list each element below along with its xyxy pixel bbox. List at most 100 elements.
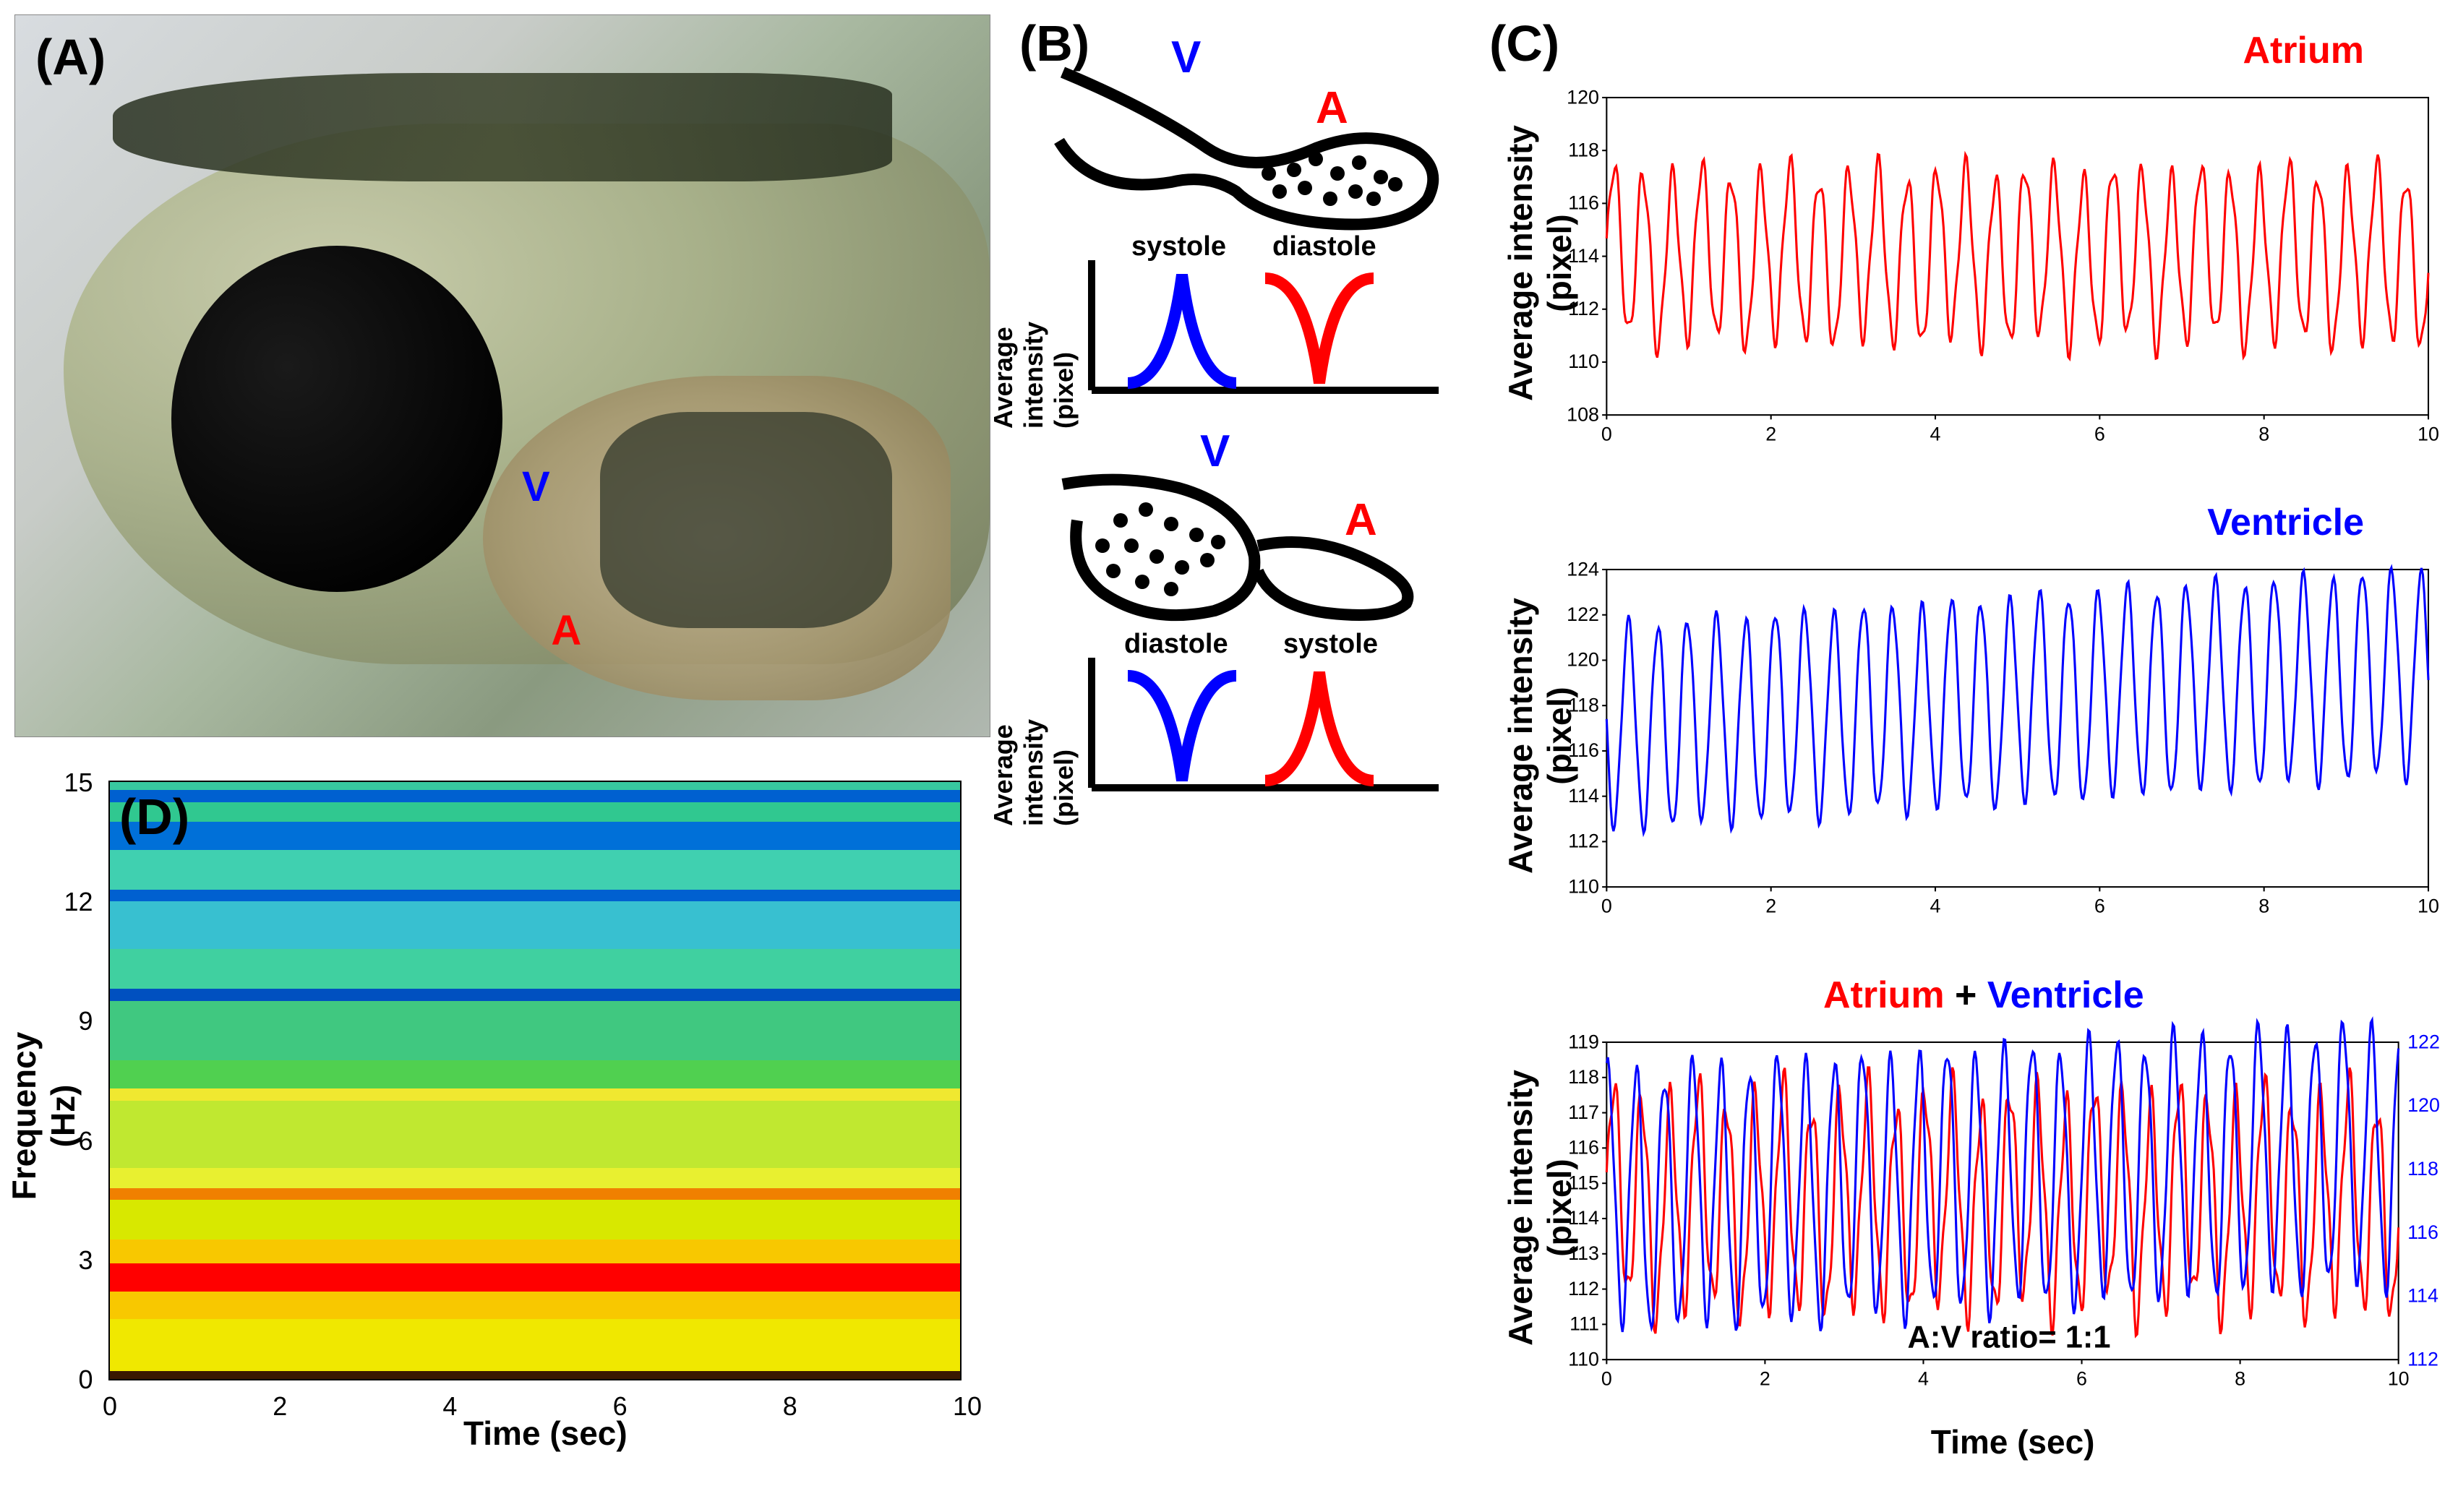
svg-text:118: 118 [2407, 1158, 2438, 1180]
svg-text:2: 2 [1765, 895, 1776, 917]
spectrogram-band [110, 901, 960, 949]
svg-text:6: 6 [2076, 1367, 2087, 1389]
trace [1606, 568, 2428, 833]
svg-text:0: 0 [1601, 423, 1612, 444]
svg-text:108: 108 [1567, 403, 1599, 425]
spectrogram-band [110, 822, 960, 850]
x-tick: 8 [783, 1391, 797, 1422]
svg-text:110: 110 [1568, 351, 1599, 372]
ventricle-marker: V [522, 463, 550, 511]
spectrogram-band [110, 989, 960, 1001]
zebrafish-micrograph: (A) V A [14, 14, 990, 737]
svg-text:118: 118 [1568, 695, 1599, 716]
combined-xlabel: Time (sec) [1931, 1422, 2095, 1461]
y-tick: 3 [78, 1245, 93, 1276]
spectrogram-band [110, 1263, 960, 1292]
spectrogram-xlabel: Time (sec) [463, 1414, 628, 1453]
atrium-title: Atrium [2243, 29, 2364, 72]
svg-text:116: 116 [1568, 1136, 1599, 1158]
svg-text:8: 8 [2258, 895, 2269, 917]
svg-text:10: 10 [2418, 895, 2439, 917]
combined-chart: Atrium + Ventricle Average intensity (pi… [1554, 966, 2451, 1417]
atrium-peak-2 [1265, 672, 1374, 781]
a-label-2: A [1345, 495, 1377, 545]
spectrogram-band [110, 1319, 960, 1371]
svg-text:113: 113 [1568, 1242, 1599, 1264]
fish-dark-region [600, 412, 892, 628]
svg-text:6: 6 [2094, 423, 2105, 444]
spectrogram-band [110, 1101, 960, 1169]
ventricle-title: Ventricle [2207, 501, 2364, 544]
atrium-chart: Atrium Average intensity (pixel) 1081101… [1554, 22, 2451, 472]
schematic-chart-2: Average intensity (pixel) diastole systo… [1005, 629, 1475, 802]
svg-text:8: 8 [2258, 423, 2269, 444]
y-tick: 0 [78, 1365, 93, 1395]
panel-b-label: (B) [1019, 14, 1089, 72]
svg-text:115: 115 [1568, 1172, 1599, 1193]
spectrogram-band [110, 1200, 960, 1240]
heart-diagram-systole-atrium: V A [1005, 426, 1475, 629]
schematic-chart-1: Average intensity (pixel) systole diasto… [1005, 231, 1475, 405]
svg-text:116: 116 [1568, 192, 1599, 214]
svg-text:122: 122 [1567, 603, 1599, 625]
spectrogram-band [110, 949, 960, 989]
atrium-marker: A [551, 606, 581, 655]
svg-text:4: 4 [1930, 895, 1941, 917]
svg-text:114: 114 [1568, 1207, 1599, 1229]
y-tick: 6 [78, 1126, 93, 1156]
svg-text:120: 120 [1567, 649, 1599, 671]
v-label-2: V [1200, 426, 1230, 476]
spectrogram-band [110, 1060, 960, 1088]
svg-text:114: 114 [2407, 1284, 2438, 1306]
svg-text:118: 118 [1568, 1066, 1599, 1088]
trace [1606, 155, 2428, 359]
svg-text:120: 120 [1567, 86, 1599, 108]
spectrogram-band [110, 850, 960, 890]
ventricle-peak-1 [1128, 275, 1236, 383]
ventricle-trough-2 [1128, 676, 1236, 781]
spectrogram-band [110, 1188, 960, 1200]
svg-text:112: 112 [2407, 1348, 2438, 1370]
panel-a: (A) V A [14, 14, 990, 737]
svg-text:116: 116 [2407, 1221, 2438, 1242]
chart-combined-svg: 1101111121131141151161171181190246810112… [1554, 966, 2451, 1417]
svg-text:0: 0 [1601, 895, 1612, 917]
ventricle-chart: Ventricle Average intensity (pixel) 1101… [1554, 494, 2451, 944]
svg-text:118: 118 [1568, 139, 1599, 160]
spectrogram-ylabel: Frequency (Hz) [4, 1015, 82, 1217]
svg-text:112: 112 [1568, 1277, 1599, 1299]
spectrogram-band [110, 1001, 960, 1061]
svg-text:110: 110 [1568, 876, 1599, 898]
x-tick: 10 [953, 1391, 982, 1422]
spectrogram-band [110, 782, 960, 790]
svg-text:6: 6 [2094, 895, 2105, 917]
combined-title-ventricle: Ventricle [1987, 974, 2144, 1016]
svg-text:A:V ratio= 1:1: A:V ratio= 1:1 [1908, 1320, 2111, 1354]
spectrogram-band [110, 790, 960, 802]
svg-text:116: 116 [1568, 740, 1599, 762]
svg-text:122: 122 [2407, 1031, 2440, 1052]
svg-text:120: 120 [2407, 1094, 2440, 1116]
svg-text:124: 124 [1567, 559, 1599, 580]
spectrogram-band [110, 890, 960, 902]
heart-svg-2: V A [1005, 426, 1475, 629]
combined-title-plus: + [1945, 974, 1987, 1016]
chart-ventricle-svg: 1101121141161181201221240246810 [1554, 494, 2451, 944]
svg-text:110: 110 [1568, 1348, 1599, 1370]
combined-title-atrium: Atrium [1823, 974, 1945, 1016]
svg-text:4: 4 [1918, 1367, 1929, 1389]
svg-text:8: 8 [2235, 1367, 2245, 1389]
panel-d: (D) Frequency (Hz) Time (sec) 0369121502… [14, 752, 990, 1474]
panel-c-label: (C) [1489, 14, 1559, 72]
svg-text:111: 111 [1570, 1313, 1599, 1334]
chart-atrium-svg: 1081101121141161181200246810 [1554, 22, 2451, 472]
fish-dorsal-pigment [113, 73, 892, 181]
atrium-trough-1 [1265, 278, 1374, 383]
y-tick: 9 [78, 1006, 93, 1036]
y-tick: 15 [64, 768, 93, 798]
schematic-svg-1 [1005, 231, 1475, 405]
figure-grid: (A) V A (B) V A [14, 14, 2444, 1498]
spectrogram-band [110, 1168, 960, 1188]
x-tick: 4 [442, 1391, 457, 1422]
blood-cells-ventricle-2 [1095, 502, 1225, 596]
